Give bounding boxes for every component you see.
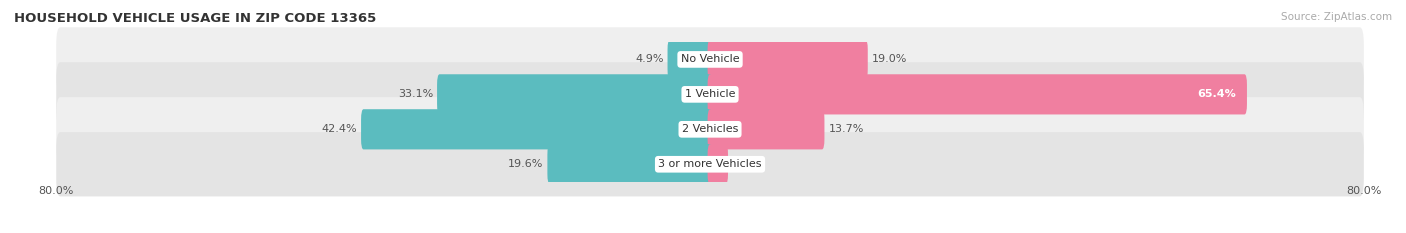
- Text: 2 Vehicles: 2 Vehicles: [682, 124, 738, 134]
- FancyBboxPatch shape: [707, 39, 868, 79]
- FancyBboxPatch shape: [56, 132, 1364, 196]
- Text: HOUSEHOLD VEHICLE USAGE IN ZIP CODE 13365: HOUSEHOLD VEHICLE USAGE IN ZIP CODE 1336…: [14, 12, 377, 25]
- FancyBboxPatch shape: [707, 109, 824, 149]
- FancyBboxPatch shape: [547, 144, 713, 184]
- Text: 33.1%: 33.1%: [398, 89, 433, 99]
- FancyBboxPatch shape: [56, 97, 1364, 161]
- Text: No Vehicle: No Vehicle: [681, 55, 740, 64]
- FancyBboxPatch shape: [707, 74, 1247, 114]
- Text: 42.4%: 42.4%: [322, 124, 357, 134]
- Text: Source: ZipAtlas.com: Source: ZipAtlas.com: [1281, 12, 1392, 22]
- FancyBboxPatch shape: [56, 62, 1364, 127]
- FancyBboxPatch shape: [361, 109, 713, 149]
- Text: 19.0%: 19.0%: [872, 55, 907, 64]
- Text: 13.7%: 13.7%: [828, 124, 863, 134]
- Text: 65.4%: 65.4%: [1198, 89, 1236, 99]
- FancyBboxPatch shape: [668, 39, 713, 79]
- Text: 3 or more Vehicles: 3 or more Vehicles: [658, 159, 762, 169]
- Text: 4.9%: 4.9%: [636, 55, 664, 64]
- FancyBboxPatch shape: [707, 144, 728, 184]
- FancyBboxPatch shape: [56, 27, 1364, 92]
- FancyBboxPatch shape: [437, 74, 713, 114]
- Text: 19.6%: 19.6%: [508, 159, 543, 169]
- Text: 1.9%: 1.9%: [733, 159, 761, 169]
- Text: 1 Vehicle: 1 Vehicle: [685, 89, 735, 99]
